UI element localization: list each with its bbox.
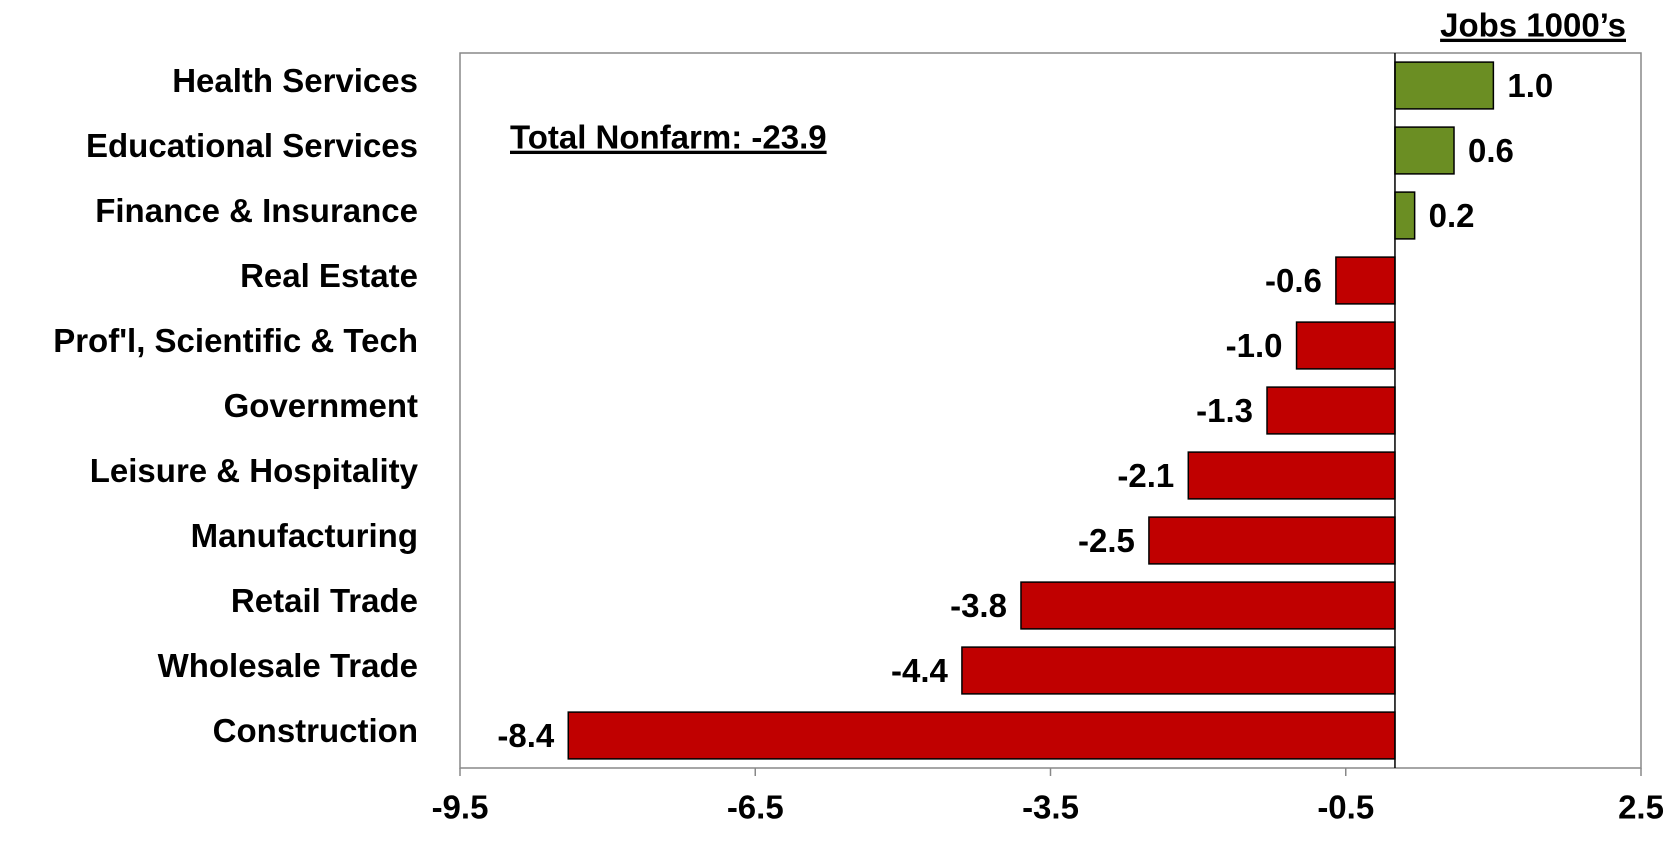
bar xyxy=(1295,321,1396,370)
x-tick-label: -6.5 xyxy=(727,789,784,826)
y-tick-label: Prof'l, Scientific & Tech xyxy=(53,322,418,359)
chart-title: Jobs 1000’s xyxy=(1440,7,1626,44)
value-label: -2.5 xyxy=(1078,522,1135,559)
value-label: -3.8 xyxy=(950,587,1007,624)
value-label: -2.1 xyxy=(1117,457,1174,494)
y-tick-label: Real Estate xyxy=(240,257,418,294)
bar xyxy=(1148,516,1396,565)
y-tick-label: Construction xyxy=(213,712,418,749)
y-tick-label: Manufacturing xyxy=(191,517,418,554)
annotation: Total Nonfarm: -23.9 xyxy=(510,119,827,156)
value-label: 0.2 xyxy=(1429,197,1475,234)
value-label: -1.3 xyxy=(1196,392,1253,429)
bar xyxy=(567,711,1396,760)
y-tick-label: Retail Trade xyxy=(231,582,418,619)
y-tick-label: Educational Services xyxy=(86,127,418,164)
y-tick-label: Wholesale Trade xyxy=(158,647,418,684)
x-tick-label: -0.5 xyxy=(1317,789,1374,826)
value-label: -4.4 xyxy=(891,652,949,689)
bar xyxy=(1020,581,1396,630)
value-label: 0.6 xyxy=(1468,132,1514,169)
x-tick-label: -3.5 xyxy=(1022,789,1079,826)
y-tick-label: Leisure & Hospitality xyxy=(90,452,419,489)
value-label: 1.0 xyxy=(1507,67,1553,104)
y-tick-label: Health Services xyxy=(172,62,418,99)
bar xyxy=(1187,451,1396,500)
bar xyxy=(1394,191,1416,240)
value-label: -0.6 xyxy=(1265,262,1322,299)
value-label: -8.4 xyxy=(497,717,555,754)
bar xyxy=(1335,256,1396,305)
y-tick-label: Finance & Insurance xyxy=(95,192,418,229)
x-tick-label: -9.5 xyxy=(432,789,489,826)
bar xyxy=(1394,126,1455,175)
bar xyxy=(1394,61,1495,110)
bar xyxy=(1266,386,1396,435)
x-tick-label: 2.5 xyxy=(1618,789,1664,826)
bar xyxy=(961,646,1396,695)
y-tick-label: Government xyxy=(224,387,418,424)
value-label: -1.0 xyxy=(1226,327,1283,364)
